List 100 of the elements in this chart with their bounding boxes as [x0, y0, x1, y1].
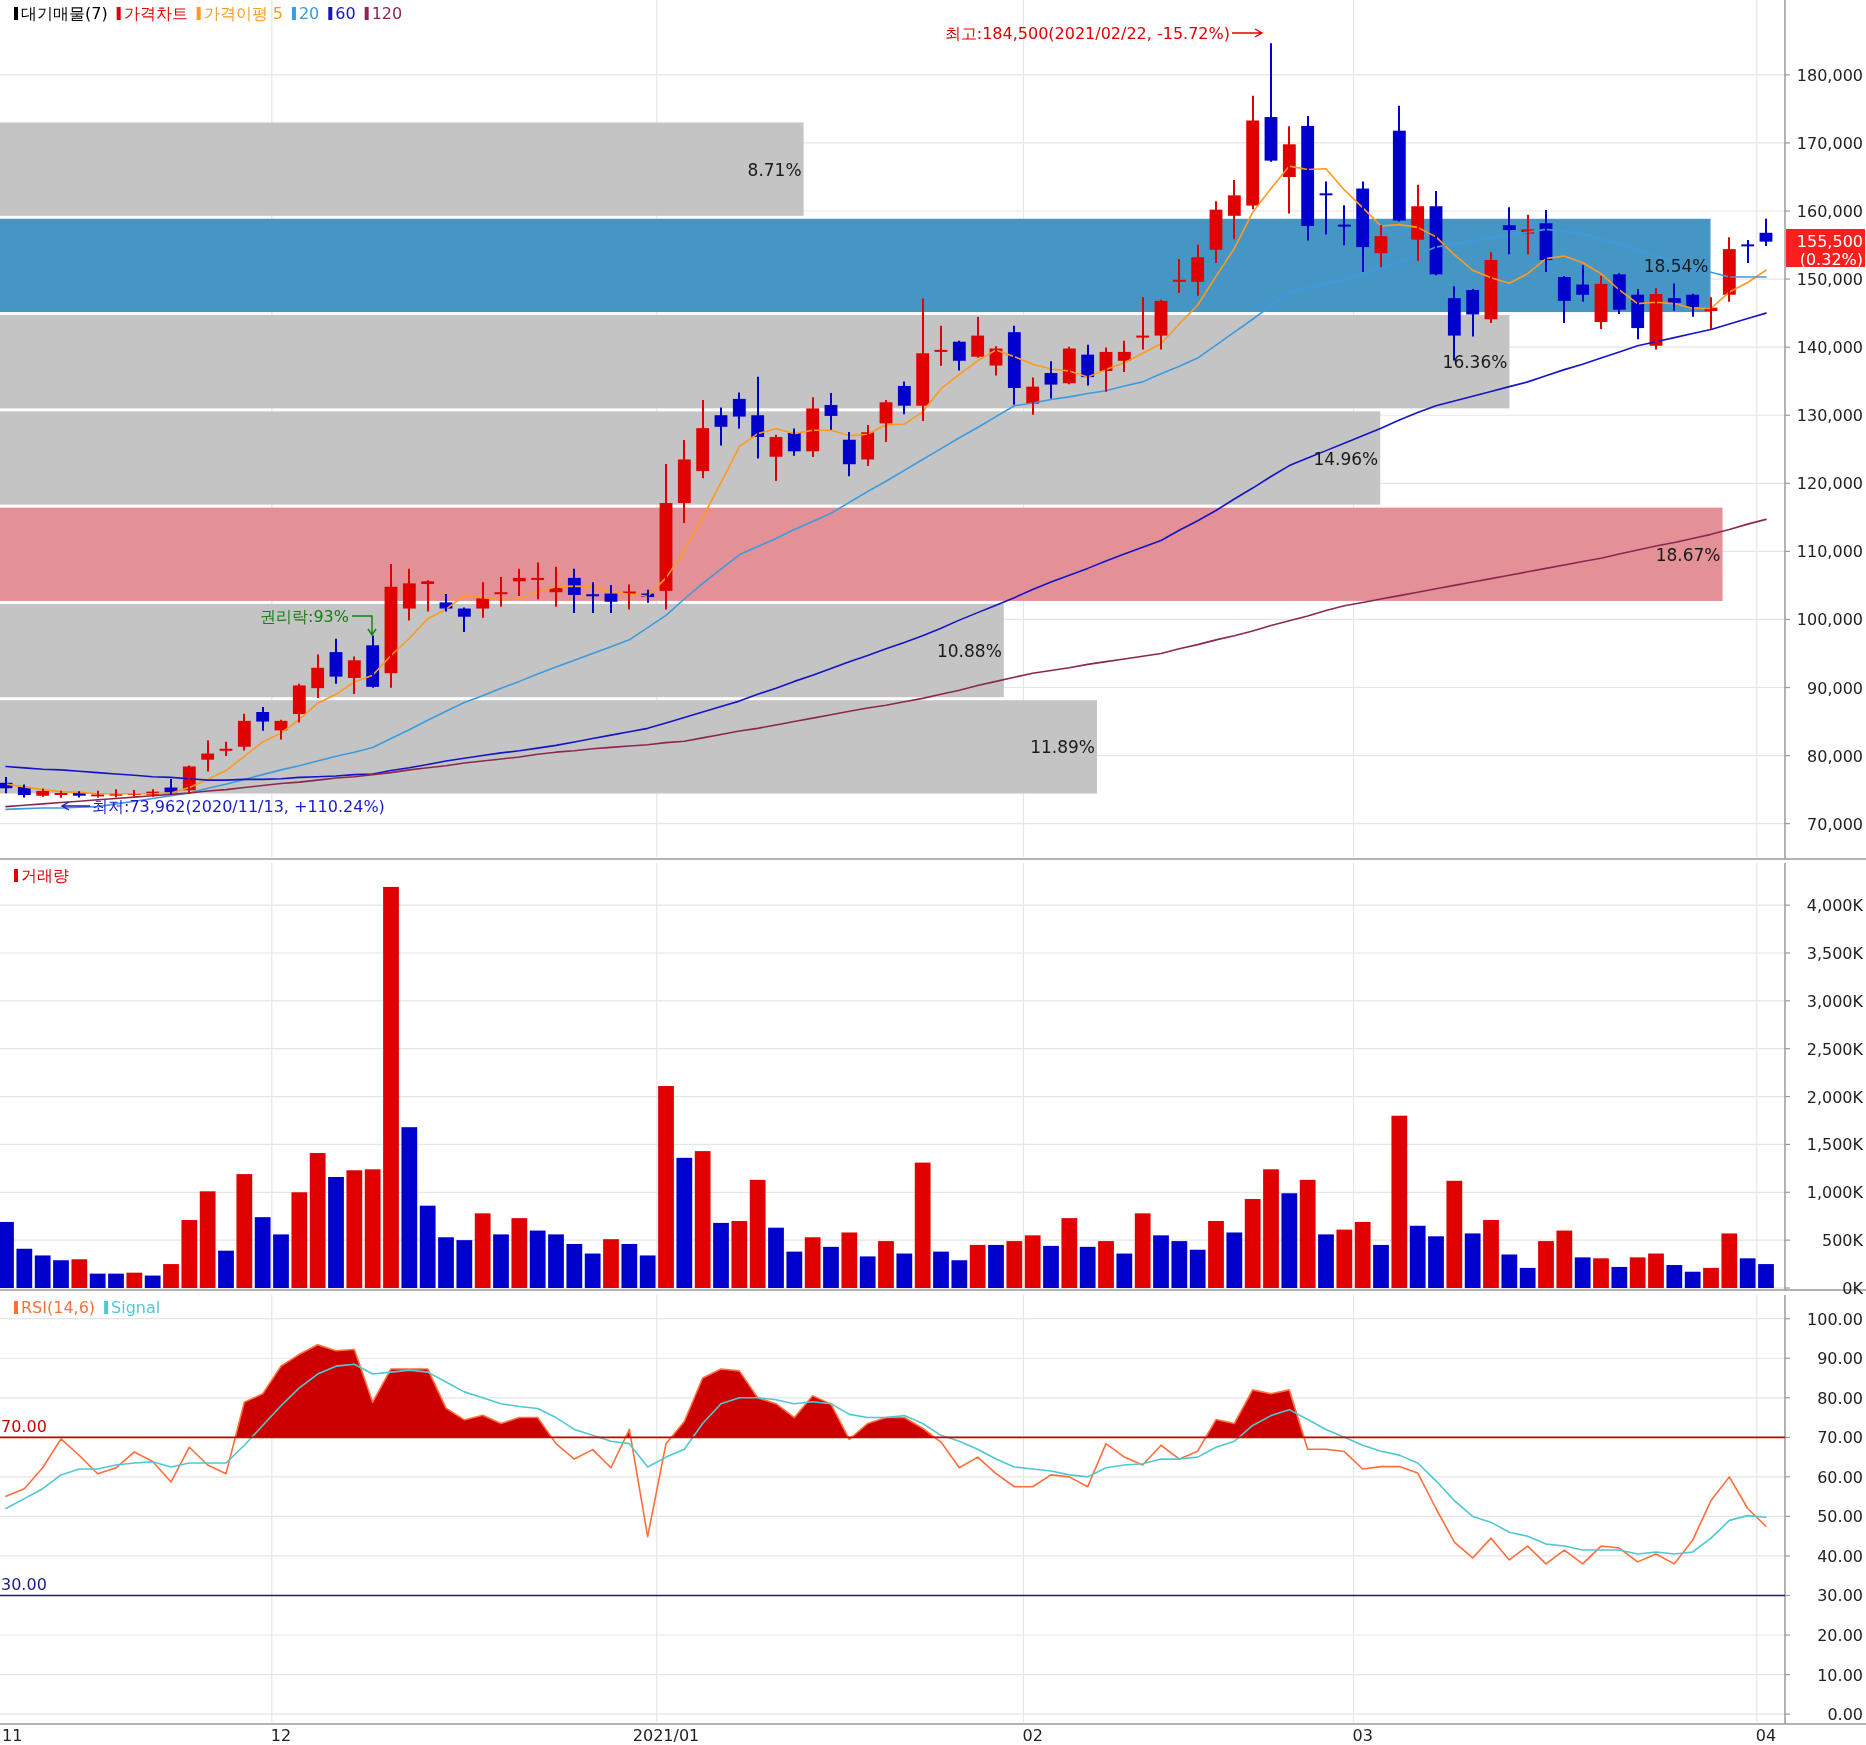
bar [1538, 1241, 1554, 1288]
bar [1061, 1218, 1078, 1288]
x-tick-label: 02 [1022, 1726, 1043, 1745]
bar [1189, 1249, 1206, 1288]
text: 155,500 (0.32%) [1796, 232, 1863, 269]
bar [1336, 1229, 1353, 1288]
y-tick-label: 50.00 [1817, 1507, 1863, 1527]
bar [749, 1179, 766, 1288]
y-tick-label: 130,000 [1796, 406, 1863, 426]
bar [1024, 1235, 1041, 1288]
bar [731, 1221, 748, 1288]
data-label: 8.71% [747, 159, 802, 180]
bar [804, 1237, 821, 1288]
legend-label: 20 [298, 4, 320, 23]
bar [1171, 1241, 1188, 1288]
bar [1611, 1266, 1628, 1288]
bar [0, 700, 1097, 794]
bar [969, 1244, 986, 1288]
data-label: 10.88% [936, 641, 1002, 662]
bar [0, 315, 1510, 409]
data-label: 16.36% [1442, 352, 1508, 373]
y-tick-label: 80.00 [1817, 1388, 1863, 1408]
bar [1446, 1180, 1463, 1288]
bar [1318, 1234, 1334, 1288]
legend-label: 60 [335, 4, 356, 23]
bar [71, 1259, 88, 1288]
bar [144, 1275, 161, 1288]
bar [713, 1222, 729, 1288]
bar [291, 1192, 308, 1288]
bar [1721, 1233, 1738, 1288]
bar [1208, 1221, 1224, 1288]
bar [951, 1260, 968, 1288]
bar [548, 1234, 564, 1288]
bar [1666, 1265, 1683, 1288]
bar [1703, 1267, 1719, 1288]
bar [1373, 1244, 1389, 1288]
bar [1263, 1169, 1279, 1288]
x-tick-label: 11 [2, 1726, 23, 1745]
bar [896, 1253, 913, 1288]
legend-label: 가격이평 5 [203, 4, 283, 23]
bar [181, 1220, 198, 1288]
bar [438, 1237, 454, 1288]
bar [236, 1174, 253, 1288]
y-tick-label: 170,000 [1796, 133, 1863, 153]
y-tick-label: 40.00 [1817, 1546, 1863, 1566]
bar [1153, 1235, 1169, 1288]
bar [914, 1162, 931, 1288]
y-tick-label: 110,000 [1796, 542, 1863, 562]
bar [456, 1240, 473, 1288]
bar [1006, 1241, 1023, 1288]
bar [694, 1151, 711, 1288]
annotation: 최고:184,500(2021/02/22, -15.72%) [944, 24, 1230, 43]
bar [89, 1273, 106, 1288]
y-tick-label: 180,000 [1796, 65, 1863, 85]
y-tick-label: 0.00 [1827, 1705, 1863, 1725]
bar [1593, 1258, 1609, 1288]
bar [1354, 1221, 1371, 1288]
candlestick [1502, 207, 1516, 255]
bar [768, 1227, 784, 1288]
bar [16, 1248, 33, 1288]
ref-line-label: 30.00 [1, 1575, 47, 1595]
bar [493, 1234, 509, 1288]
bar [1648, 1253, 1664, 1288]
bar [346, 1170, 363, 1288]
y-tick-label: 90.00 [1817, 1349, 1863, 1369]
bar [383, 886, 399, 1288]
y-tick-label: 60.00 [1817, 1467, 1863, 1487]
y-tick-label: 2,000K [1806, 1087, 1864, 1107]
y-tick-label: 140,000 [1796, 338, 1863, 358]
bar [933, 1251, 949, 1288]
annotation: 권리락:93% [260, 607, 349, 626]
bar [1391, 1115, 1408, 1288]
bar [988, 1244, 1004, 1288]
bar [401, 1127, 418, 1288]
y-tick-label: 80,000 [1807, 746, 1863, 766]
bar [1758, 1264, 1774, 1288]
bar [1556, 1230, 1573, 1288]
bar [34, 1255, 51, 1288]
bar [0, 411, 1381, 505]
ref-line-label: 70.00 [1, 1417, 47, 1437]
bar [1501, 1254, 1518, 1288]
data-label: 14.96% [1313, 448, 1379, 469]
bar [364, 1169, 381, 1288]
y-tick-label: 3,000K [1806, 991, 1864, 1011]
bar [328, 1176, 344, 1288]
y-tick-label: 100.00 [1807, 1309, 1863, 1329]
bar [1098, 1241, 1114, 1288]
candlestick [421, 580, 435, 612]
bar [273, 1234, 289, 1288]
y-tick-label: 150,000 [1796, 270, 1863, 290]
bar [1409, 1225, 1426, 1288]
y-tick-label: 120,000 [1796, 474, 1863, 494]
bar [1739, 1258, 1756, 1288]
bar [1483, 1220, 1499, 1288]
y-tick-label: 4,000K [1806, 896, 1864, 916]
y-tick-label: 70.00 [1817, 1428, 1863, 1448]
bar [1574, 1257, 1591, 1288]
y-tick-label: 10.00 [1817, 1665, 1863, 1685]
x-tick-label: 04 [1755, 1726, 1777, 1745]
bar [1629, 1257, 1646, 1288]
